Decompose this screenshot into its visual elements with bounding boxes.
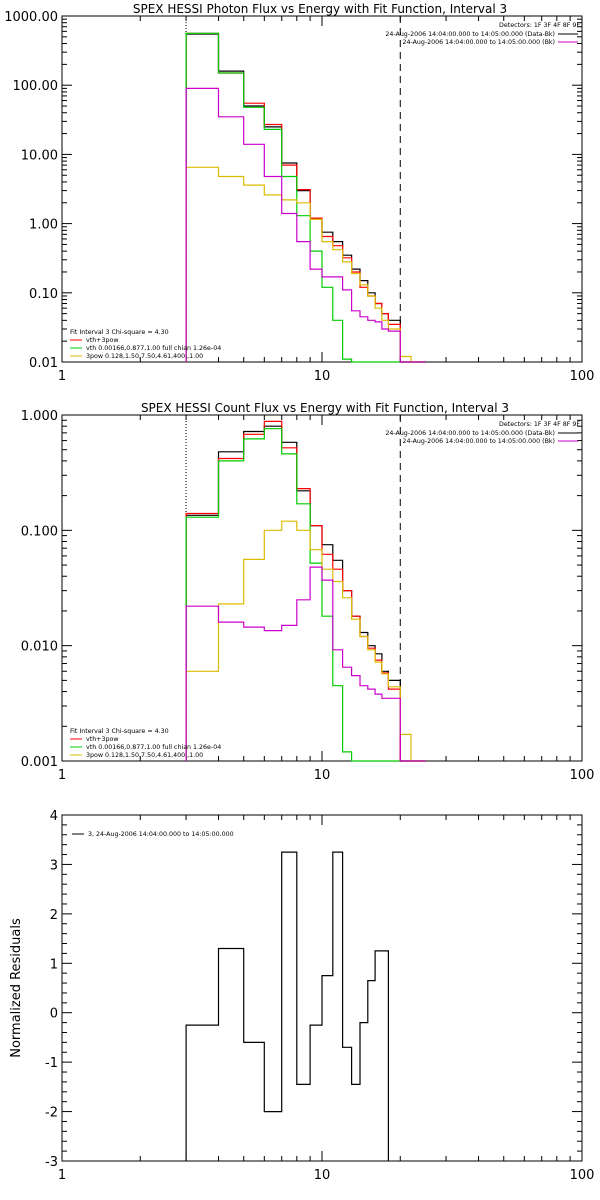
- photon-flux-legend-data-bk: 24-Aug-2006 14:04:00.000 to 14:05:00.000…: [385, 31, 555, 38]
- photon-flux-legend-vth3pow: vth+3pow: [86, 337, 118, 344]
- residuals-x-tick-label-1: 1: [58, 1168, 66, 1183]
- count-flux-series-vth-3pow: [185, 420, 426, 762]
- photon-flux-y-tick-label-100-00: 100.00: [13, 79, 59, 94]
- residuals-y-tick-label-1: 1: [50, 957, 58, 972]
- photon-flux-x-tick-label-1: 1: [58, 369, 66, 384]
- photon-flux-series-bk: [185, 87, 426, 363]
- count-flux-x-tick-label-1: 1: [58, 768, 66, 783]
- count-flux-series-3pow: [185, 520, 426, 762]
- count-flux-title: SPEX HESSI Count Flux vs Energy with Fit…: [141, 401, 509, 415]
- residuals-series-3-24-aug-2006-14-04-00-000-to-14-05-00-000: [185, 851, 389, 1161]
- residuals-legend: 3, 24-Aug-2006 14:04:00.000 to 14:05:00.…: [72, 831, 234, 838]
- photon-flux-detectors-label: Detectors: 1F 3F 4F 8F 9F: [499, 22, 580, 29]
- count-flux-fit-header: Fit Interval 3 Chi-square = 4.30: [70, 728, 169, 735]
- photon-flux-y-tick-label-0-10: 0.10: [29, 287, 58, 302]
- count-flux-x-tick-label-100: 100: [570, 768, 595, 783]
- count-flux-x-tick-label-10: 10: [314, 768, 331, 783]
- photon-flux-series-vth-3pow: [185, 32, 426, 363]
- count-flux-y-tick-label-0-100: 0.100: [21, 524, 58, 539]
- photon-flux-legend-top: Detectors: 1F 3F 4F 8F 9F 24-Aug-2006 14…: [385, 22, 580, 46]
- residuals-x-tick-label-10: 10: [314, 1168, 331, 1183]
- count-flux-legend-top: Detectors: 1F 3F 4F 8F 9F 24-Aug-2006 14…: [385, 421, 580, 445]
- photon-flux-y-tick-label-10-00: 10.00: [21, 148, 58, 163]
- count-flux-legend-bottom: Fit Interval 3 Chi-square = 4.30 vth+3po…: [70, 728, 221, 759]
- photon-flux-series-data-bk: [185, 33, 426, 363]
- photon-flux-legend-bk: 24-Aug-2006 14:04:00.000 to 14:05:00.000…: [402, 39, 555, 46]
- residuals-y-tick-label-2: -2: [45, 1106, 58, 1121]
- photon-flux-y-tick-label-0-01: 0.01: [29, 356, 58, 371]
- photon-flux-panel: SPEX HESSI Photon Flux vs Energy with Fi…: [4, 2, 594, 384]
- photon-flux-y-tick-label-1-00: 1.00: [29, 218, 58, 233]
- residuals-y-tick-label-2: 2: [50, 908, 58, 923]
- count-flux-series-bk: [185, 566, 426, 762]
- photon-flux-series-3pow: [185, 166, 426, 363]
- count-flux-legend-data-bk: 24-Aug-2006 14:04:00.000 to 14:05:00.000…: [385, 430, 555, 437]
- count-flux-y-tick-label-0-010: 0.010: [21, 640, 58, 655]
- photon-flux-plot-frame: [61, 15, 583, 363]
- photon-flux-title: SPEX HESSI Photon Flux vs Energy with Fi…: [133, 2, 507, 16]
- photon-flux-fit-header: Fit Interval 3 Chi-square = 4.30: [70, 329, 169, 336]
- photon-flux-series-vth: [185, 32, 426, 363]
- photon-flux-x-tick-label-100: 100: [570, 369, 595, 384]
- photon-flux-legend-bottom: Fit Interval 3 Chi-square = 4.30 vth+3po…: [70, 329, 221, 360]
- photon-flux-y-tick-label-1000-00: 1000.00: [4, 10, 58, 25]
- count-flux-legend-bk: 24-Aug-2006 14:04:00.000 to 14:05:00.000…: [402, 438, 555, 445]
- residuals-y-tick-label-1: -1: [45, 1056, 58, 1071]
- residuals-y-tick-label-3: -3: [45, 1155, 58, 1170]
- residuals-legend-label: 3, 24-Aug-2006 14:04:00.000 to 14:05:00.…: [88, 831, 234, 838]
- residuals-y-tick-label-3: 3: [50, 858, 58, 873]
- count-flux-y-tick-label-1-000: 1.000: [21, 409, 58, 424]
- count-flux-panel: SPEX HESSI Count Flux vs Energy with Fit…: [21, 401, 595, 783]
- residuals-y-tick-label-4: 4: [50, 809, 58, 824]
- photon-flux-x-tick-label-10: 10: [314, 369, 331, 384]
- count-flux-y-tick-label-0-001: 0.001: [21, 755, 58, 770]
- residuals-y-axis-label: Normalized Residuals: [9, 918, 24, 1058]
- count-flux-legend-vth3pow: vth+3pow: [86, 736, 118, 743]
- residuals-y-tick-label-0: 0: [50, 1007, 58, 1022]
- count-flux-legend-3pow: 3pow 0.128,1.50,7.50,4.61,400.,1.00: [86, 752, 203, 759]
- photon-flux-legend-vth: vth 0.00166,0.877,1.00 full chian 1.26e-…: [86, 345, 221, 352]
- photon-flux-legend-3pow: 3pow 0.128,1.50,7.50,4.61,400.,1.00: [86, 353, 203, 360]
- residuals-x-tick-label-100: 100: [570, 1168, 595, 1183]
- count-flux-legend-vth: vth 0.00166,0.877,1.00 full chian 1.26e-…: [86, 744, 221, 751]
- count-flux-series-data-bk: [185, 425, 426, 762]
- count-flux-detectors-label: Detectors: 1F 3F 4F 8F 9F: [499, 421, 580, 428]
- count-flux-series-vth: [185, 428, 426, 762]
